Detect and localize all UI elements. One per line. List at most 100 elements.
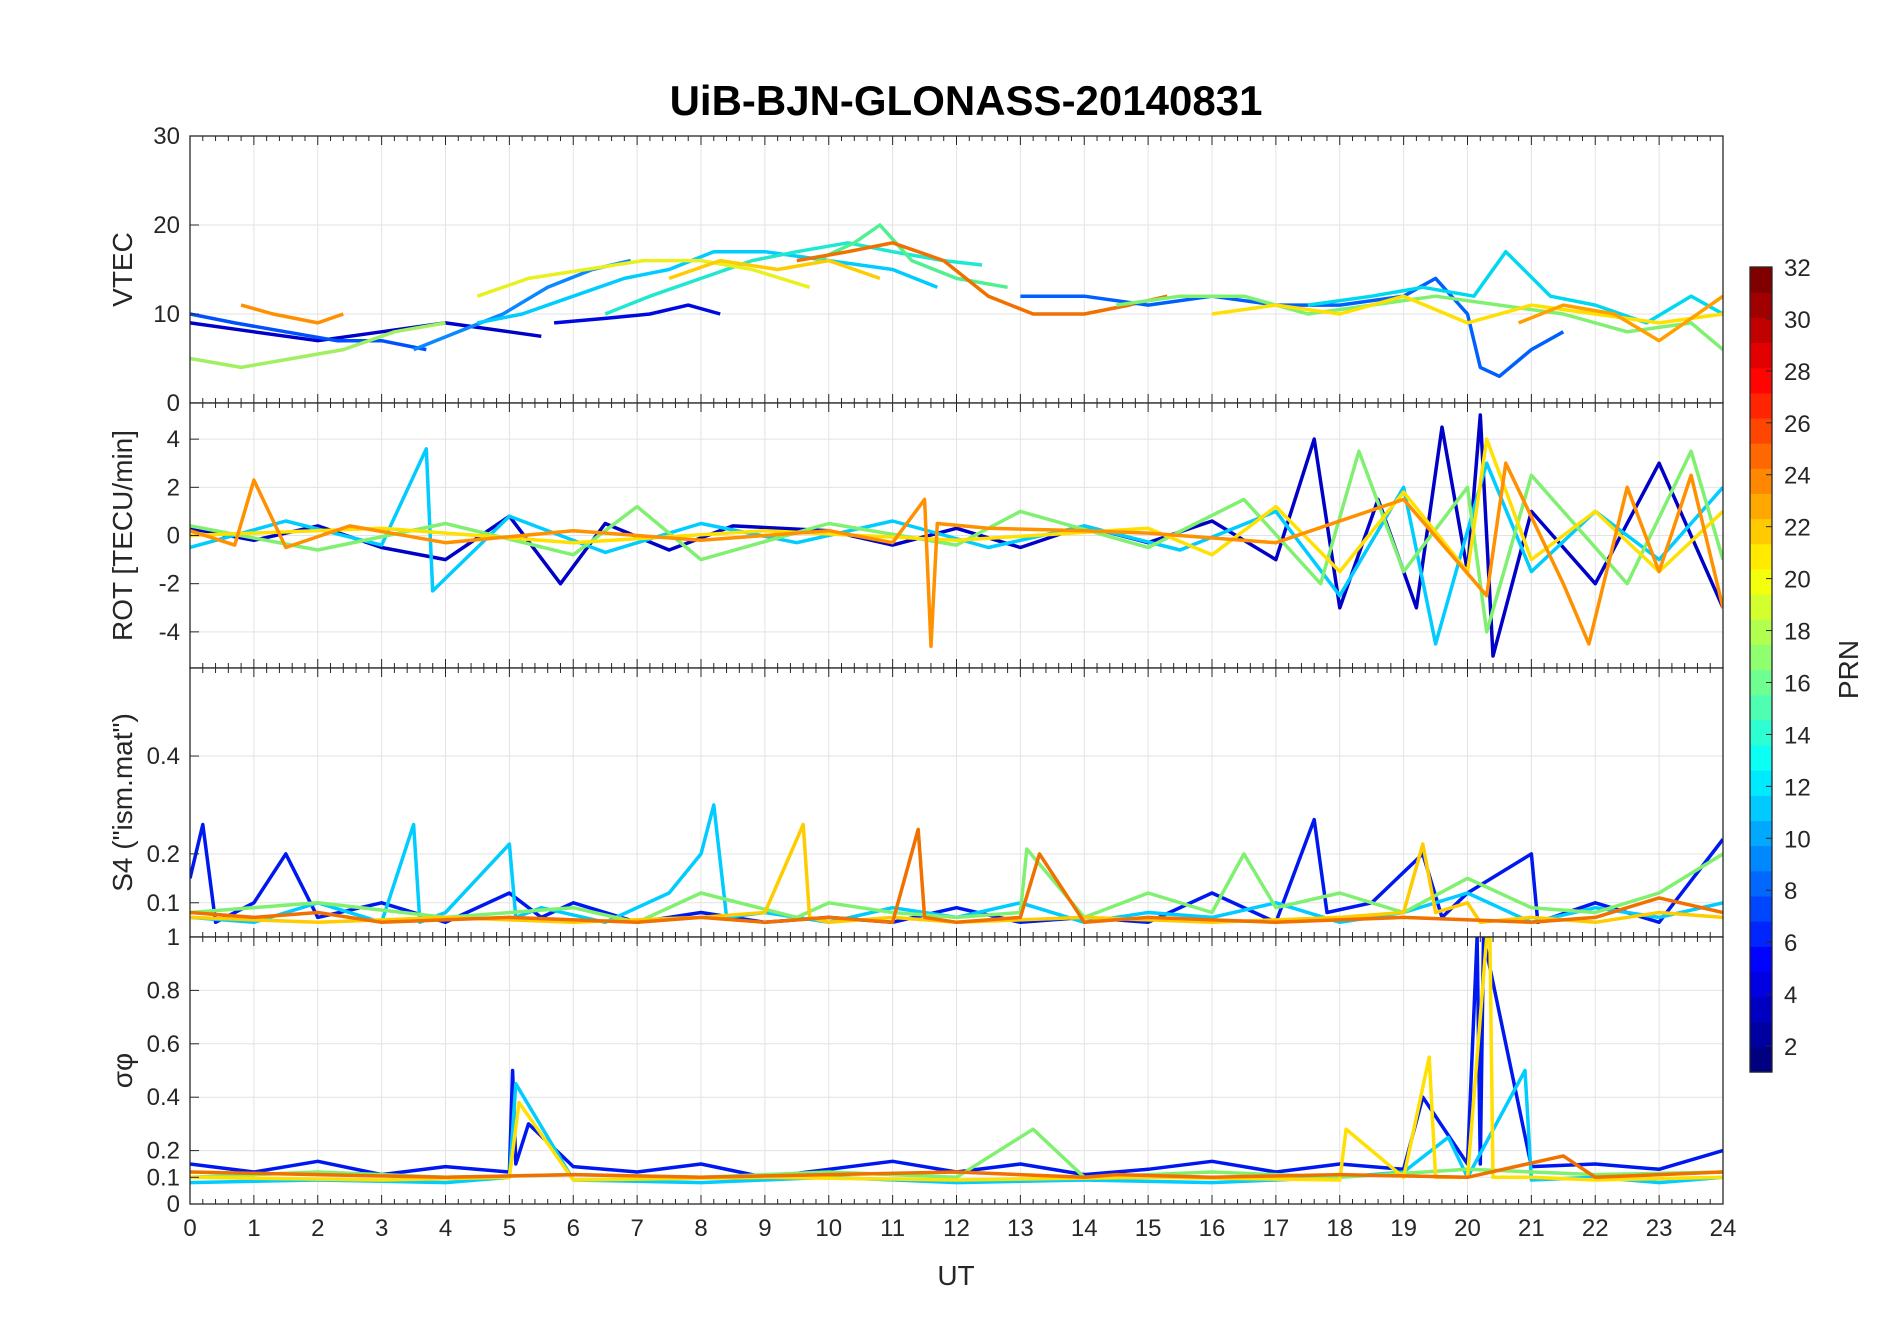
colorbar-segment — [1750, 820, 1772, 847]
colorbar-segment — [1750, 795, 1772, 822]
panel-4: 00.10.2 0.4 0.6 0.8 1 σφ — [107, 924, 1724, 1218]
colorbar-segment — [1750, 317, 1772, 344]
series-line-prn-4 — [190, 817, 1723, 925]
x-tick-label: 23 — [1646, 1215, 1673, 1242]
x-tick-label: 19 — [1390, 1215, 1417, 1242]
panel-1: 0 10 20 30 VTEC — [107, 123, 1724, 417]
x-tick-label: 7 — [630, 1215, 643, 1242]
panel-2: -4 -2 0 2 4 ROT [TECU/min] — [107, 402, 1724, 669]
colorbar-segment — [1750, 669, 1772, 696]
y-tick-label: 1 — [167, 924, 180, 951]
colorbar-segment — [1750, 493, 1772, 520]
x-tick-label: 15 — [1135, 1215, 1162, 1242]
series-group — [190, 803, 1723, 925]
x-tick-label: 9 — [758, 1215, 771, 1242]
colorbar-segment — [1750, 417, 1772, 444]
colorbar-segment — [1750, 594, 1772, 620]
colorbar-segment — [1750, 694, 1772, 721]
series-line-prn-22 — [1517, 294, 1723, 343]
y-axis-label: VTEC — [107, 232, 138, 307]
x-tick-label: 10 — [815, 1215, 842, 1242]
series-line-prn-17 — [190, 321, 446, 370]
x-tick-label: 21 — [1518, 1215, 1545, 1242]
colorbar-tick-label: 10 — [1784, 826, 1811, 853]
y-tick-label: 0 — [167, 390, 180, 417]
colorbar-tick-label: 30 — [1784, 307, 1811, 334]
y-tick-label: 4 — [167, 426, 180, 453]
colorbar-tick-label: 16 — [1784, 670, 1811, 697]
colorbar-segment — [1750, 971, 1772, 998]
colorbar-segment — [1750, 744, 1772, 771]
colorbar-segment — [1750, 870, 1772, 897]
x-tick-label: 20 — [1454, 1215, 1481, 1242]
x-tick-label: 3 — [375, 1215, 388, 1242]
colorbar-tick-label: 8 — [1784, 878, 1797, 905]
series-line-prn-6 — [190, 312, 427, 352]
series-group — [190, 223, 1723, 379]
series-line-prn-19 — [476, 258, 811, 298]
series-line-prn-2 — [190, 321, 542, 343]
colorbar-segment — [1750, 845, 1772, 872]
colorbar-segment — [1750, 367, 1772, 394]
x-tick-label: 17 — [1263, 1215, 1290, 1242]
x-tick-label: 0 — [183, 1215, 196, 1242]
x-axis-label: UT — [937, 1260, 974, 1291]
colorbar-frame — [1749, 266, 1773, 1073]
y-tick-label: 0.1 — [147, 1164, 180, 1191]
x-tick-label: 13 — [1007, 1215, 1034, 1242]
x-tick-label: 14 — [1071, 1215, 1098, 1242]
colorbar-tick-label: 26 — [1784, 411, 1811, 438]
colorbar-segment — [1750, 921, 1772, 947]
series-line-prn-20 — [1211, 294, 1723, 325]
series-line-prn-16 — [1115, 294, 1723, 351]
colorbar-segment — [1750, 443, 1772, 469]
x-tick-label: 16 — [1199, 1215, 1226, 1242]
series-line-prn-13 — [604, 241, 983, 316]
series-line-prn-24 — [190, 827, 1723, 925]
y-tick-label: 0.2 — [147, 1138, 180, 1165]
colorbar-segment — [1750, 719, 1772, 746]
series-line-prn-20 — [190, 937, 1723, 1182]
series-group — [190, 937, 1723, 1185]
y-tick-label: 0.2 — [147, 841, 180, 868]
colorbar-segment — [1750, 392, 1772, 419]
colorbar-segment — [1750, 895, 1772, 922]
x-tick-label: 6 — [567, 1215, 580, 1242]
colorbar-segment — [1750, 267, 1772, 293]
y-axis-label: S4 ("ism.mat") — [107, 713, 138, 892]
panel-3: 0.1 0.2 0.4 S4 ("ism.mat") — [107, 667, 1724, 938]
colorbar-tick-label: 32 — [1784, 255, 1811, 282]
y-tick-label: 0 — [167, 1191, 180, 1218]
y-tick-label: 0.1 — [147, 890, 180, 917]
colorbar-segment — [1750, 946, 1772, 972]
x-tick-label: 5 — [503, 1215, 516, 1242]
colorbar-tick-label: 6 — [1784, 930, 1797, 957]
colorbar-tick-label: 18 — [1784, 619, 1811, 646]
colorbar-tick-label: 20 — [1784, 567, 1811, 594]
x-tick-label: 12 — [943, 1215, 970, 1242]
x-tick-label: 2 — [311, 1215, 324, 1242]
x-tick-label: 24 — [1710, 1215, 1737, 1242]
colorbar-segment — [1750, 1046, 1772, 1073]
colorbar-segment — [1750, 468, 1772, 495]
y-tick-label: 10 — [153, 301, 180, 328]
y-tick-label: -2 — [159, 571, 180, 598]
x-tick-label: 8 — [694, 1215, 707, 1242]
colorbar-segment — [1750, 292, 1772, 318]
x-tick-label: 22 — [1582, 1215, 1609, 1242]
y-axis-label: σφ — [107, 1053, 138, 1088]
x-tick-label: 11 — [880, 1215, 905, 1242]
chart-title: UiB-BJN-GLONASS-20140831 — [670, 77, 1263, 124]
colorbar-segment — [1750, 770, 1772, 796]
y-axis-label: ROT [TECU/min] — [107, 430, 138, 641]
colorbar-segment — [1750, 568, 1772, 595]
y-tick-label: 0.8 — [147, 977, 180, 1004]
colorbar-tick-label: 28 — [1784, 359, 1811, 386]
colorbar-segment — [1750, 518, 1772, 545]
series-line-prn-21 — [668, 258, 881, 281]
colorbar-segment — [1750, 996, 1772, 1023]
x-tick-label: 1 — [247, 1215, 260, 1242]
